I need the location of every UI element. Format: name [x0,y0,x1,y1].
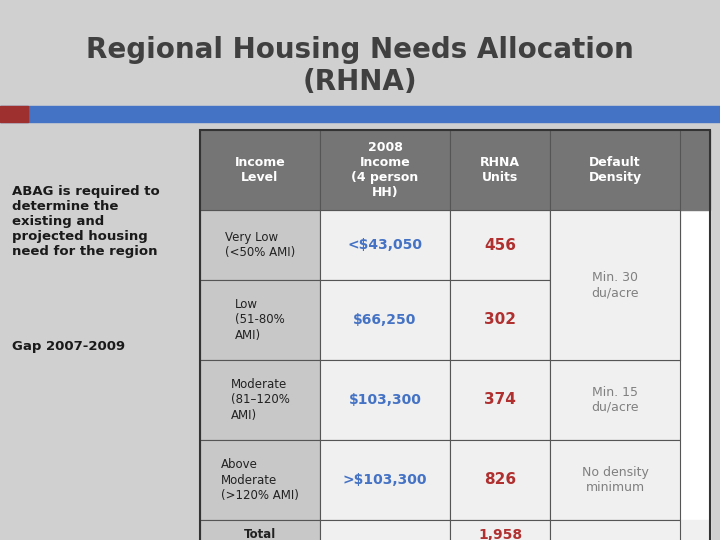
Text: 456: 456 [484,238,516,253]
Bar [450,210,550,280]
Text: Min. 15
du/acre: Min. 15 du/acre [591,386,639,414]
Text: 374: 374 [484,393,516,408]
Bar [550,210,680,360]
Bar [200,440,320,520]
Bar [450,360,550,440]
Text: 2008
Income
(4 person
HH): 2008 Income (4 person HH) [351,141,418,199]
Bar [200,130,320,210]
Bar [320,280,450,360]
Text: Above
Moderate
(>120% AMI): Above Moderate (>120% AMI) [221,458,299,502]
Text: Regional Housing Needs Allocation: Regional Housing Needs Allocation [86,36,634,64]
Bar [320,360,450,440]
Bar [200,130,710,540]
Text: Low
(51-80%
AMI): Low (51-80% AMI) [235,299,285,341]
Text: Gap 2007-2009: Gap 2007-2009 [12,340,125,353]
Bar [320,210,450,280]
Bar [450,440,550,520]
Bar [200,520,320,540]
Text: Total: Total [244,529,276,540]
Bar [550,440,680,520]
Text: RHNA
Units: RHNA Units [480,156,520,184]
Bar [320,130,450,210]
Text: Income
Level: Income Level [235,156,285,184]
Bar [550,280,680,360]
Bar [450,520,550,540]
Text: 302: 302 [484,313,516,327]
Bar [200,130,710,210]
Text: Moderate
(81–120%
AMI): Moderate (81–120% AMI) [230,379,289,422]
Bar [550,130,680,210]
Bar [0,106,720,122]
Bar [550,210,680,280]
Bar [200,280,320,360]
Text: <$43,050: <$43,050 [348,238,423,252]
Text: 1,958: 1,958 [478,528,522,540]
Bar [0,106,28,122]
Bar [200,360,320,440]
Bar [200,520,710,540]
Bar [320,440,450,520]
Bar [450,130,550,210]
Text: >$103,300: >$103,300 [343,473,427,487]
Text: 826: 826 [484,472,516,488]
Bar [320,520,450,540]
Text: ABAG is required to
determine the
existing and
projected housing
need for the re: ABAG is required to determine the existi… [12,185,160,258]
Text: $66,250: $66,250 [354,313,417,327]
Bar [450,280,550,360]
Text: (RHNA): (RHNA) [302,68,418,96]
Text: $103,300: $103,300 [348,393,421,407]
Bar [550,520,680,540]
Text: Very Low
(<50% AMI): Very Low (<50% AMI) [225,231,295,259]
Bar [200,210,320,280]
Bar [550,360,680,440]
Text: Min. 30
du/acre: Min. 30 du/acre [591,271,639,299]
Text: No density
minimum: No density minimum [582,466,649,494]
Text: Default
Density: Default Density [588,156,642,184]
Bar [200,130,710,540]
